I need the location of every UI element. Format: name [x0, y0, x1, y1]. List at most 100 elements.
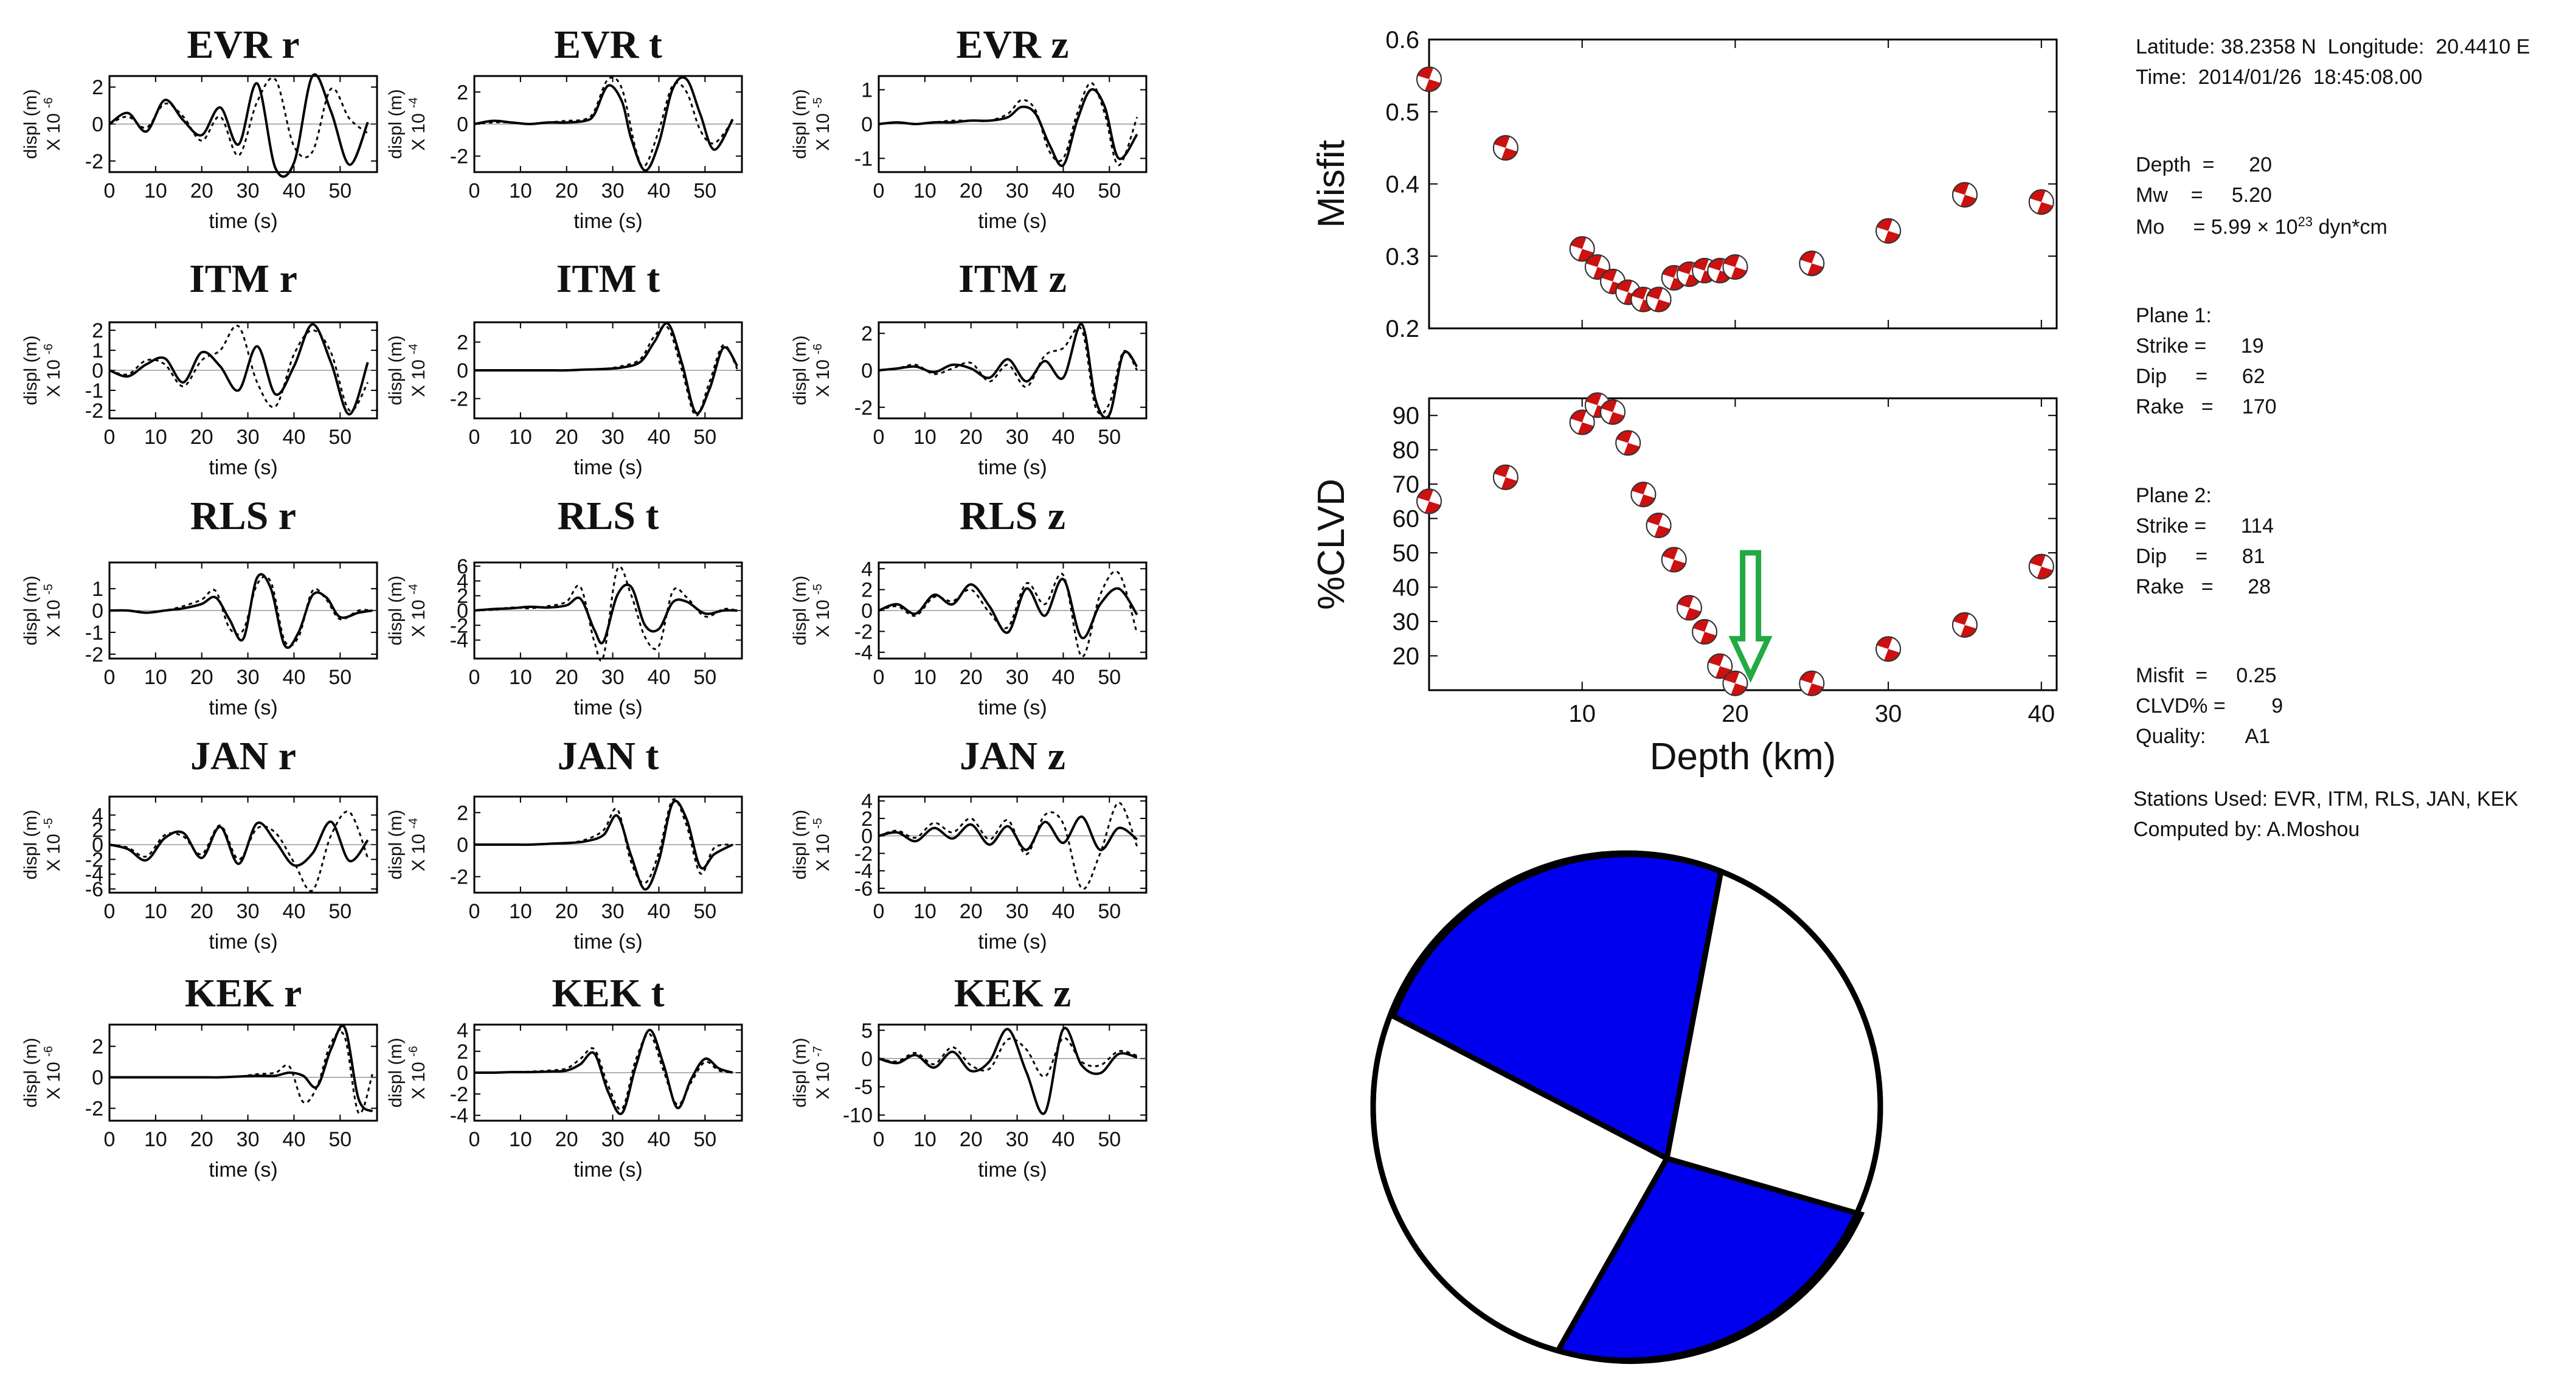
waveform-panel-title: RLS r — [190, 494, 296, 538]
info-mo: Mo = 5.99 × 1023 dyn*cm — [2136, 214, 2387, 239]
beachball-marker — [1951, 182, 1978, 208]
info-plane2-dip: Dip = 81 — [2136, 545, 2265, 568]
waveform-x-tick-label: 20 — [555, 426, 578, 449]
waveform-x-tick-label: 20 — [190, 666, 213, 689]
waveform-y-axis-label: displ (m) — [21, 1037, 41, 1107]
info-latlon: Latitude: 38.2358 N Longitude: 20.4410 E — [2136, 35, 2530, 58]
waveform-x-tick-label: 50 — [693, 666, 716, 689]
waveform-x-tick-label: 10 — [509, 426, 532, 449]
waveform-panel-title: EVR r — [187, 22, 299, 67]
beachball-focal-mechanism — [1370, 850, 1883, 1365]
beachball-marker-outline — [1416, 66, 1442, 92]
waveform-x-axis-label: time (s) — [573, 930, 642, 953]
info-depth: Depth = 20 — [2136, 153, 2272, 176]
scatter-y-tick-label: 0.3 — [1385, 243, 1419, 270]
waveform-y-tick-label: 2 — [92, 1036, 103, 1059]
info-mo-value: Mo = 5.99 × 10 — [2136, 215, 2298, 239]
waveform-y-tick-label: -1 — [85, 621, 103, 645]
waveform-panel-title: ITM r — [189, 257, 297, 301]
waveform-y-axis-label: displ (m) — [790, 335, 810, 405]
waveform-scale-exponent: -5 — [42, 818, 55, 829]
waveform-scale-label: X 10 -4 — [407, 584, 429, 637]
waveform-x-tick-label: 20 — [555, 1128, 578, 1151]
waveform-x-tick-label: 10 — [509, 1128, 532, 1151]
waveform-x-tick-label: 40 — [1052, 666, 1075, 689]
waveform-scale-base: X 10 — [44, 595, 64, 637]
beachball-marker — [1799, 670, 1825, 696]
beachball-marker — [2028, 189, 2054, 215]
waveform-y-tick-label: 4 — [861, 790, 873, 813]
waveform-y-tick-label: 0 — [92, 359, 103, 382]
waveform-y-tick-label: -2 — [450, 1083, 468, 1106]
waveform-scale-base: X 10 — [409, 108, 429, 151]
waveform-observed-trace — [109, 820, 369, 867]
beachball-marker — [1875, 636, 1902, 662]
scatter-y-tick-label: 0.5 — [1385, 99, 1419, 126]
waveform-y-tick-label: -2 — [450, 145, 468, 168]
scatter-y-tick-label: 60 — [1393, 506, 1420, 533]
waveform-x-tick-label: 40 — [283, 426, 306, 449]
waveform-x-tick-label: 10 — [509, 666, 532, 689]
waveform-y-axis-label: displ (m) — [386, 335, 406, 405]
waveform-x-tick-label: 20 — [960, 179, 983, 202]
waveform-x-tick-label: 0 — [104, 426, 116, 449]
waveform-scale-label: X 10 -6 — [407, 1046, 429, 1099]
waveform-scale-base: X 10 — [44, 355, 64, 397]
waveform-x-axis-label: time (s) — [978, 1158, 1047, 1182]
beachball-marker — [1799, 251, 1825, 277]
scatter-x-tick-label: 40 — [2028, 701, 2055, 727]
waveform-x-tick-label: 20 — [960, 1128, 983, 1151]
beachball-marker-outline — [1416, 488, 1442, 514]
waveform-synthetic-trace — [474, 1033, 733, 1111]
waveform-y-tick-label: 2 — [92, 319, 103, 342]
waveform-x-tick-label: 50 — [1098, 426, 1121, 449]
waveform-y-tick-label: 0 — [92, 113, 103, 136]
waveform-y-tick-label: 2 — [861, 322, 873, 345]
beachball-marker — [1416, 488, 1442, 514]
waveform-observed-trace — [109, 323, 369, 416]
info-computed-by: Computed by: A.Moshou — [2133, 818, 2360, 841]
waveform-scale-base: X 10 — [44, 1057, 64, 1099]
waveform-x-tick-label: 50 — [328, 900, 351, 923]
waveform-x-tick-label: 40 — [283, 900, 306, 923]
waveform-scale-base: X 10 — [44, 108, 64, 151]
waveform-x-tick-label: 0 — [104, 1128, 116, 1151]
waveform-x-tick-label: 10 — [913, 1128, 937, 1151]
info-plane1-title: Plane 1: — [2136, 304, 2212, 327]
waveform-x-tick-label: 30 — [601, 426, 625, 449]
waveform-panel-title: RLS t — [558, 494, 659, 538]
waveform-synthetic-trace — [878, 81, 1138, 167]
waveform-x-tick-label: 10 — [144, 426, 167, 449]
waveform-y-axis-label: displ (m) — [386, 575, 406, 645]
waveform-panel-title: ITM z — [958, 257, 1067, 301]
waveform-y-tick-label: 0 — [861, 600, 873, 623]
waveform-scale-label: X 10 -6 — [811, 344, 833, 397]
waveform-y-tick-label: 1 — [92, 578, 103, 601]
beachball-marker-outline — [1707, 653, 1733, 679]
waveform-panel-title: JAN z — [960, 734, 1065, 778]
waveform-panel: KEK z 0 10 20 30 40 50 -10 -5 0 5 time (s) displ (m)… — [790, 971, 1148, 1182]
waveform-y-tick-label: 4 — [92, 804, 103, 827]
waveform-x-tick-label: 10 — [509, 179, 532, 202]
waveform-x-axis-label: time (s) — [573, 456, 642, 479]
info-plane1-dip: Dip = 62 — [2136, 365, 2265, 388]
waveform-scale-label: X 10 -6 — [42, 344, 64, 397]
waveform-y-tick-label: -6 — [85, 878, 103, 901]
waveform-y-tick-label: 6 — [457, 555, 468, 578]
info-plane2-title: Plane 2: — [2136, 484, 2212, 507]
waveform-y-tick-label: -2 — [450, 387, 468, 410]
waveform-y-axis-label: displ (m) — [21, 809, 41, 879]
beachball-marker-outline — [1875, 218, 1902, 244]
waveform-x-tick-label: 40 — [648, 666, 671, 689]
waveform-x-tick-label: 0 — [873, 179, 885, 202]
waveform-y-tick-label: 0 — [92, 1067, 103, 1090]
waveform-scale-exponent: -7 — [811, 1046, 825, 1057]
waveform-panel-title: RLS z — [960, 494, 1065, 538]
beachball-marker — [1569, 409, 1595, 435]
waveform-scale-exponent: -6 — [42, 344, 55, 355]
